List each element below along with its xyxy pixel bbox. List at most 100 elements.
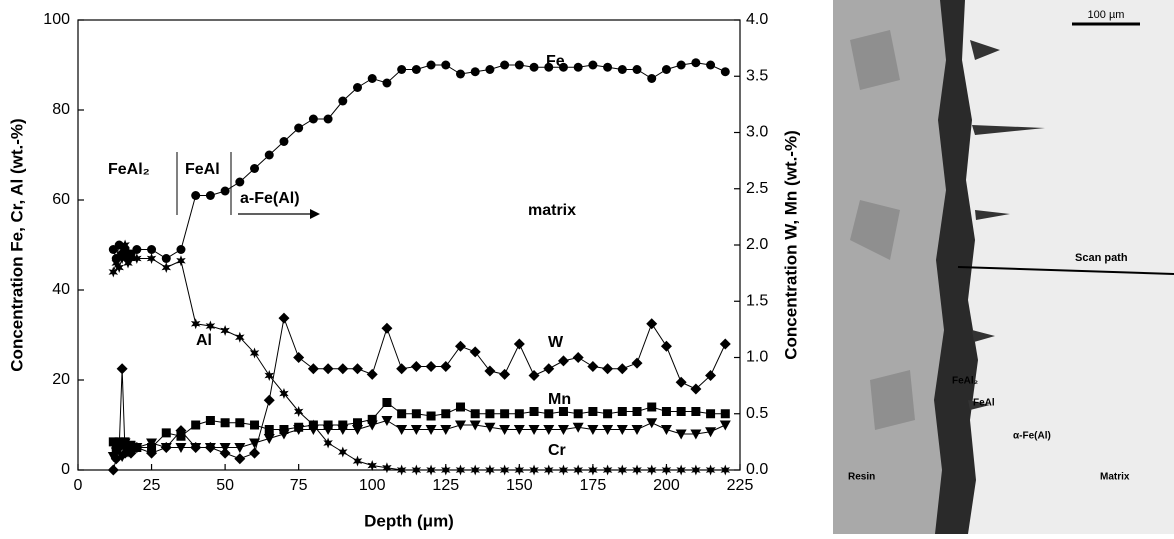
scale-bar-label: 100 µm (1088, 9, 1125, 21)
marker (573, 409, 583, 419)
marker (205, 416, 215, 425)
marker (440, 425, 452, 435)
marker (220, 325, 230, 336)
marker (705, 464, 716, 476)
marker (646, 418, 658, 429)
marker (382, 462, 392, 474)
marker (249, 438, 261, 449)
marker (204, 442, 216, 453)
marker (720, 464, 731, 476)
marker (514, 409, 524, 419)
marker (602, 363, 614, 375)
marker (381, 322, 393, 334)
marker (676, 407, 686, 416)
marker (603, 62, 613, 72)
marker (631, 357, 643, 369)
marker (528, 425, 540, 435)
marker (396, 425, 408, 435)
marker (631, 425, 643, 435)
annotation: FeAl₂ (108, 161, 150, 178)
marker (263, 434, 275, 444)
marker (147, 443, 157, 452)
marker (499, 368, 511, 380)
marker (279, 137, 289, 146)
marker (293, 352, 305, 363)
marker (160, 442, 172, 453)
series-label: Al (196, 332, 212, 349)
marker (353, 83, 363, 92)
x-tick-label: 75 (290, 477, 308, 494)
marker (557, 355, 569, 367)
marker (308, 420, 318, 430)
marker (603, 409, 613, 419)
marker (323, 437, 333, 449)
marker (500, 409, 510, 419)
marker (632, 65, 642, 74)
x-axis-title: Depth (μm) (364, 511, 454, 530)
marker (425, 361, 437, 372)
marker (111, 257, 122, 269)
x-tick-label: 25 (143, 477, 161, 494)
marker (107, 464, 119, 476)
series-label: Cr (548, 442, 566, 459)
marker (661, 65, 671, 74)
marker (307, 363, 319, 375)
marker (455, 69, 465, 79)
marker (706, 60, 716, 70)
marker (161, 428, 171, 438)
y-tick-label: 20 (52, 371, 70, 388)
marker (616, 363, 628, 375)
marker (279, 388, 289, 399)
marker (719, 420, 731, 431)
marker (367, 74, 377, 83)
marker (381, 416, 393, 426)
marker (485, 464, 495, 476)
x-tick-label: 50 (216, 477, 234, 494)
marker (205, 320, 216, 332)
y2-tick-label: 3.5 (746, 67, 768, 84)
x-tick-label: 200 (653, 477, 680, 494)
y-tick-label: 60 (52, 191, 70, 208)
marker (338, 96, 348, 106)
marker (263, 394, 275, 406)
marker (353, 418, 363, 428)
marker (323, 114, 333, 124)
marker (366, 368, 378, 380)
marker (543, 363, 555, 375)
marker (705, 427, 717, 438)
marker (190, 442, 202, 453)
marker (308, 114, 318, 124)
marker (161, 262, 172, 273)
marker (499, 425, 511, 435)
micrograph-label: FeAl₂ (952, 376, 978, 387)
marker (500, 60, 510, 70)
marker (454, 340, 466, 352)
marker (602, 425, 614, 435)
marker (264, 370, 275, 381)
marker (617, 464, 628, 476)
marker (205, 191, 215, 200)
y2-tick-label: 1.5 (746, 292, 768, 309)
marker (572, 352, 584, 363)
marker (632, 464, 642, 476)
marker (587, 361, 599, 372)
marker (499, 464, 510, 476)
marker (720, 409, 730, 419)
marker (544, 409, 554, 419)
marker (470, 409, 480, 419)
marker (705, 370, 717, 381)
marker (367, 414, 377, 424)
marker (323, 420, 333, 430)
marker (676, 60, 686, 70)
marker (119, 447, 131, 459)
marker (691, 58, 701, 68)
marker (176, 431, 186, 441)
marker (396, 363, 408, 375)
marker (175, 443, 187, 453)
marker (616, 425, 628, 435)
marker (690, 383, 702, 395)
marker (108, 266, 119, 278)
x-tick-label: 0 (74, 477, 83, 494)
marker (176, 255, 186, 267)
